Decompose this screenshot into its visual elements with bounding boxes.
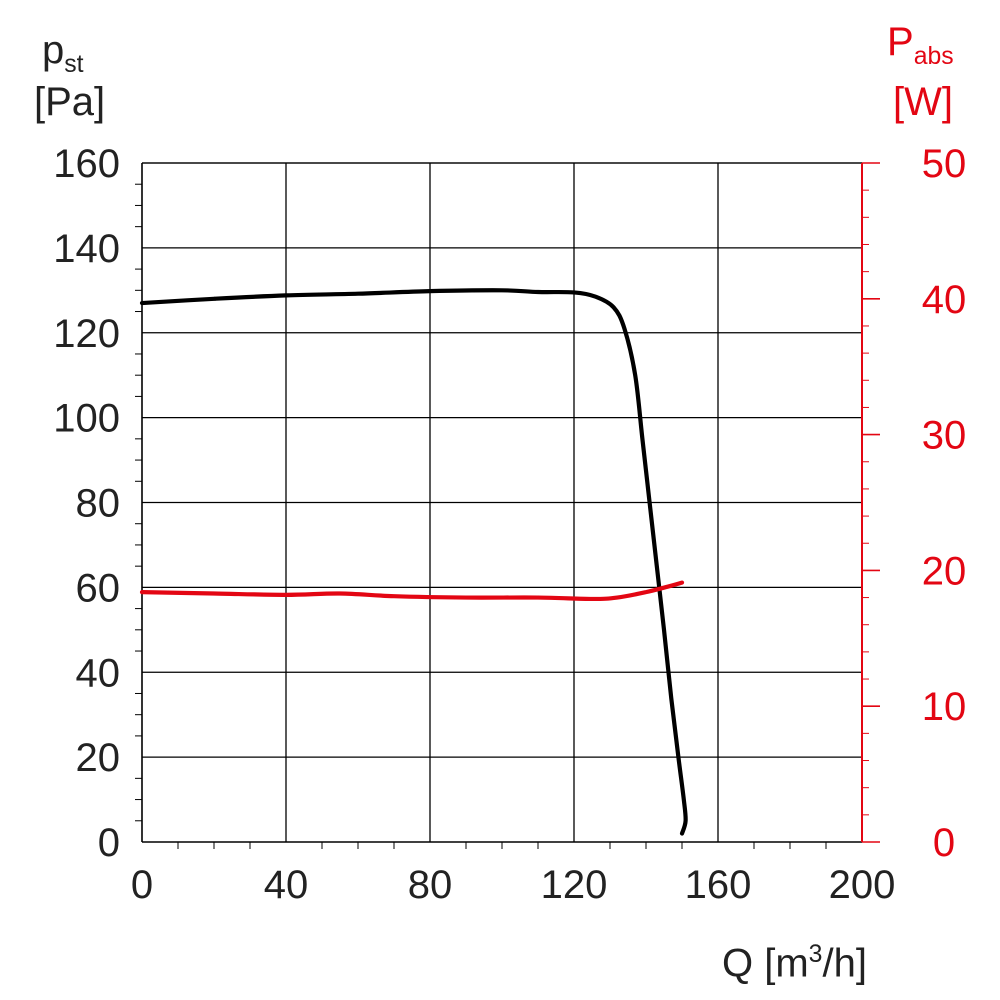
x-tick-label: 80: [408, 863, 453, 907]
left-tick-label: 40: [76, 651, 121, 695]
left-axis-symbol: p: [42, 28, 65, 72]
right-tick-label: 10: [922, 685, 967, 729]
left-tick-label: 160: [53, 142, 120, 186]
x-tick-label: 160: [685, 863, 752, 907]
left-axis-title: pst: [42, 30, 84, 85]
left-tick-label: 60: [76, 566, 121, 610]
right-axis-symbol: P: [887, 20, 914, 64]
pressure-curve: [139, 288, 688, 836]
x-axis-title: Q [m3/h]: [722, 935, 867, 983]
right-axis-title: Pabs: [887, 22, 954, 77]
left-tick-label: 0: [98, 821, 120, 865]
left-tick-label: 80: [76, 482, 121, 526]
x-axis-title-main: Q [m: [722, 941, 809, 986]
right-tick-label: 20: [922, 549, 967, 593]
power-curve: [139, 580, 685, 602]
x-tick-label: 200: [829, 863, 896, 907]
right-axis-unit: [W]: [893, 80, 953, 124]
right-axis-subscript: abs: [913, 43, 954, 70]
right-tick-label: 30: [922, 414, 967, 458]
x-tick-label: 0: [131, 863, 153, 907]
x-axis-title-superscript: 3: [808, 941, 823, 968]
left-tick-label: 120: [53, 312, 120, 356]
left-tick-label: 140: [53, 227, 120, 271]
right-tick-label: 50: [922, 142, 967, 186]
left-axis-unit: [Pa]: [34, 80, 106, 124]
x-tick-label: 40: [264, 863, 309, 907]
right-tick-label: 0: [933, 821, 955, 865]
left-axis-subscript: st: [64, 51, 84, 78]
right-tick-label: 40: [922, 278, 967, 322]
x-tick-label: 120: [541, 863, 608, 907]
left-tick-label: 20: [76, 736, 121, 780]
left-tick-label: 100: [53, 397, 120, 441]
x-axis-title-end: /h]: [822, 941, 867, 986]
